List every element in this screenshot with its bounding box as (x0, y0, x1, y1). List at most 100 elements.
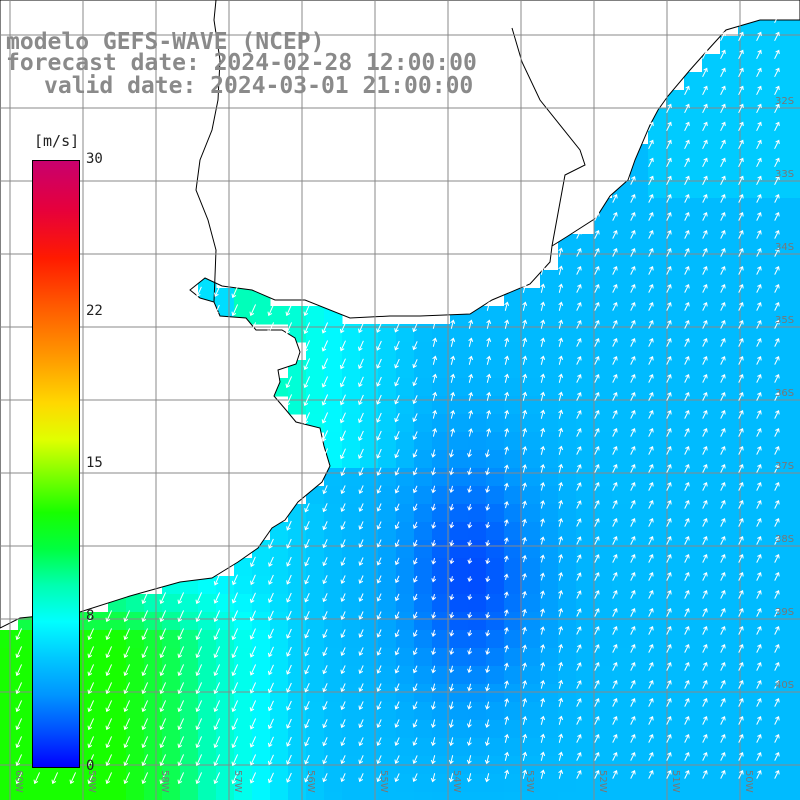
wind-speed-cell (540, 558, 559, 577)
wind-arrow (394, 701, 400, 710)
wind-arrow (485, 612, 491, 619)
wind-arrow (431, 503, 437, 512)
wind-arrow (648, 194, 654, 203)
wind-speed-cell (144, 702, 163, 721)
wind-speed-cell (720, 450, 739, 469)
wind-speed-cell (702, 396, 721, 415)
wind-speed-cell (756, 612, 775, 631)
wind-speed-cell (684, 558, 703, 577)
wind-speed-cell (162, 594, 181, 613)
wind-speed-cell (72, 792, 91, 800)
wind-arrow (774, 356, 780, 365)
wind-speed-cell (0, 738, 19, 757)
wind-arrow (684, 536, 690, 545)
wind-speed-cell (594, 612, 613, 631)
wind-speed-cell (738, 324, 757, 343)
wind-arrow (468, 391, 474, 401)
wind-speed-cell (468, 738, 487, 757)
wind-speed-cell (504, 522, 523, 541)
wind-speed-cell (738, 666, 757, 685)
colorbar-unit: [m/s] (34, 132, 80, 150)
wind-speed-cell (270, 540, 289, 559)
wind-arrow (376, 485, 382, 494)
wind-arrow (702, 248, 708, 257)
wind-speed-cell (630, 792, 649, 800)
wind-arrow (196, 286, 202, 298)
wind-arrow (486, 373, 492, 383)
wind-arrow (702, 266, 708, 275)
wind-speed-cell (630, 540, 649, 559)
wind-speed-cell (504, 342, 523, 361)
wind-arrow (521, 554, 527, 563)
wind-speed-cell (756, 630, 775, 649)
wind-speed-cell (522, 594, 541, 613)
wind-speed-cell (792, 108, 800, 127)
wind-speed-cell (594, 288, 613, 307)
wind-arrow (594, 680, 600, 689)
wind-speed-cell (630, 270, 649, 289)
wind-speed-cell (360, 522, 379, 541)
wind-speed-cell (36, 774, 55, 793)
wind-speed-cell (648, 180, 667, 199)
wind-speed-cell (666, 612, 685, 631)
wind-speed-cell (270, 666, 289, 685)
wind-arrow (774, 85, 780, 96)
wind-speed-cell (666, 576, 685, 595)
longitude-label: 57W (232, 770, 243, 793)
wind-speed-cell (702, 198, 721, 217)
wind-speed-cell (306, 396, 325, 415)
wind-arrow (412, 341, 418, 351)
wind-speed-cell (126, 612, 145, 631)
wind-arrow (666, 428, 672, 437)
wind-speed-cell (198, 702, 217, 721)
wind-arrow (286, 574, 292, 585)
wind-speed-cell (378, 396, 397, 415)
wind-speed-cell (756, 702, 775, 721)
wind-speed-cell (756, 90, 775, 109)
wind-speed-cell (306, 378, 325, 397)
wind-arrow (540, 536, 545, 545)
wind-speed-cell (468, 792, 487, 800)
wind-arrow (576, 518, 582, 527)
wind-arrow (720, 320, 726, 329)
wind-arrow (738, 662, 744, 671)
wind-arrow (756, 374, 762, 383)
wind-arrow (15, 664, 23, 677)
wind-speed-cell (594, 252, 613, 271)
wind-arrow (412, 701, 418, 710)
wind-speed-cell (162, 630, 181, 649)
wind-speed-cell (684, 252, 703, 271)
wind-arrow (322, 557, 328, 567)
wind-speed-cell (432, 738, 451, 757)
wind-arrow (648, 175, 654, 186)
wind-speed-cell (486, 558, 505, 577)
wind-arrow (303, 376, 311, 389)
wind-arrow (467, 701, 472, 710)
wind-speed-cell (342, 522, 361, 541)
wind-speed-cell (666, 378, 685, 397)
wind-speed-cell (684, 342, 703, 361)
wind-arrow (774, 572, 780, 581)
wind-arrow (304, 772, 310, 783)
wind-arrow (612, 374, 618, 383)
wind-arrow (576, 356, 582, 365)
wind-arrow (412, 773, 418, 782)
wind-speed-cell (378, 450, 397, 469)
wind-arrow (756, 662, 762, 671)
wind-arrow (412, 629, 418, 637)
wind-speed-cell (288, 576, 307, 595)
wind-arrow (503, 573, 509, 581)
wind-arrow (720, 716, 726, 725)
wind-arrow (432, 337, 438, 347)
latitude-label: 33S (775, 169, 794, 180)
wind-speed-cell (666, 630, 685, 649)
wind-speed-cell (342, 648, 361, 667)
wind-arrow (702, 85, 708, 96)
wind-arrow (738, 626, 744, 635)
wind-speed-cell (432, 522, 451, 541)
wind-speed-cell (738, 126, 757, 145)
wind-arrow (648, 572, 654, 581)
wind-arrow (449, 594, 455, 601)
wind-speed-cell (756, 540, 775, 559)
wind-arrow (702, 734, 708, 743)
